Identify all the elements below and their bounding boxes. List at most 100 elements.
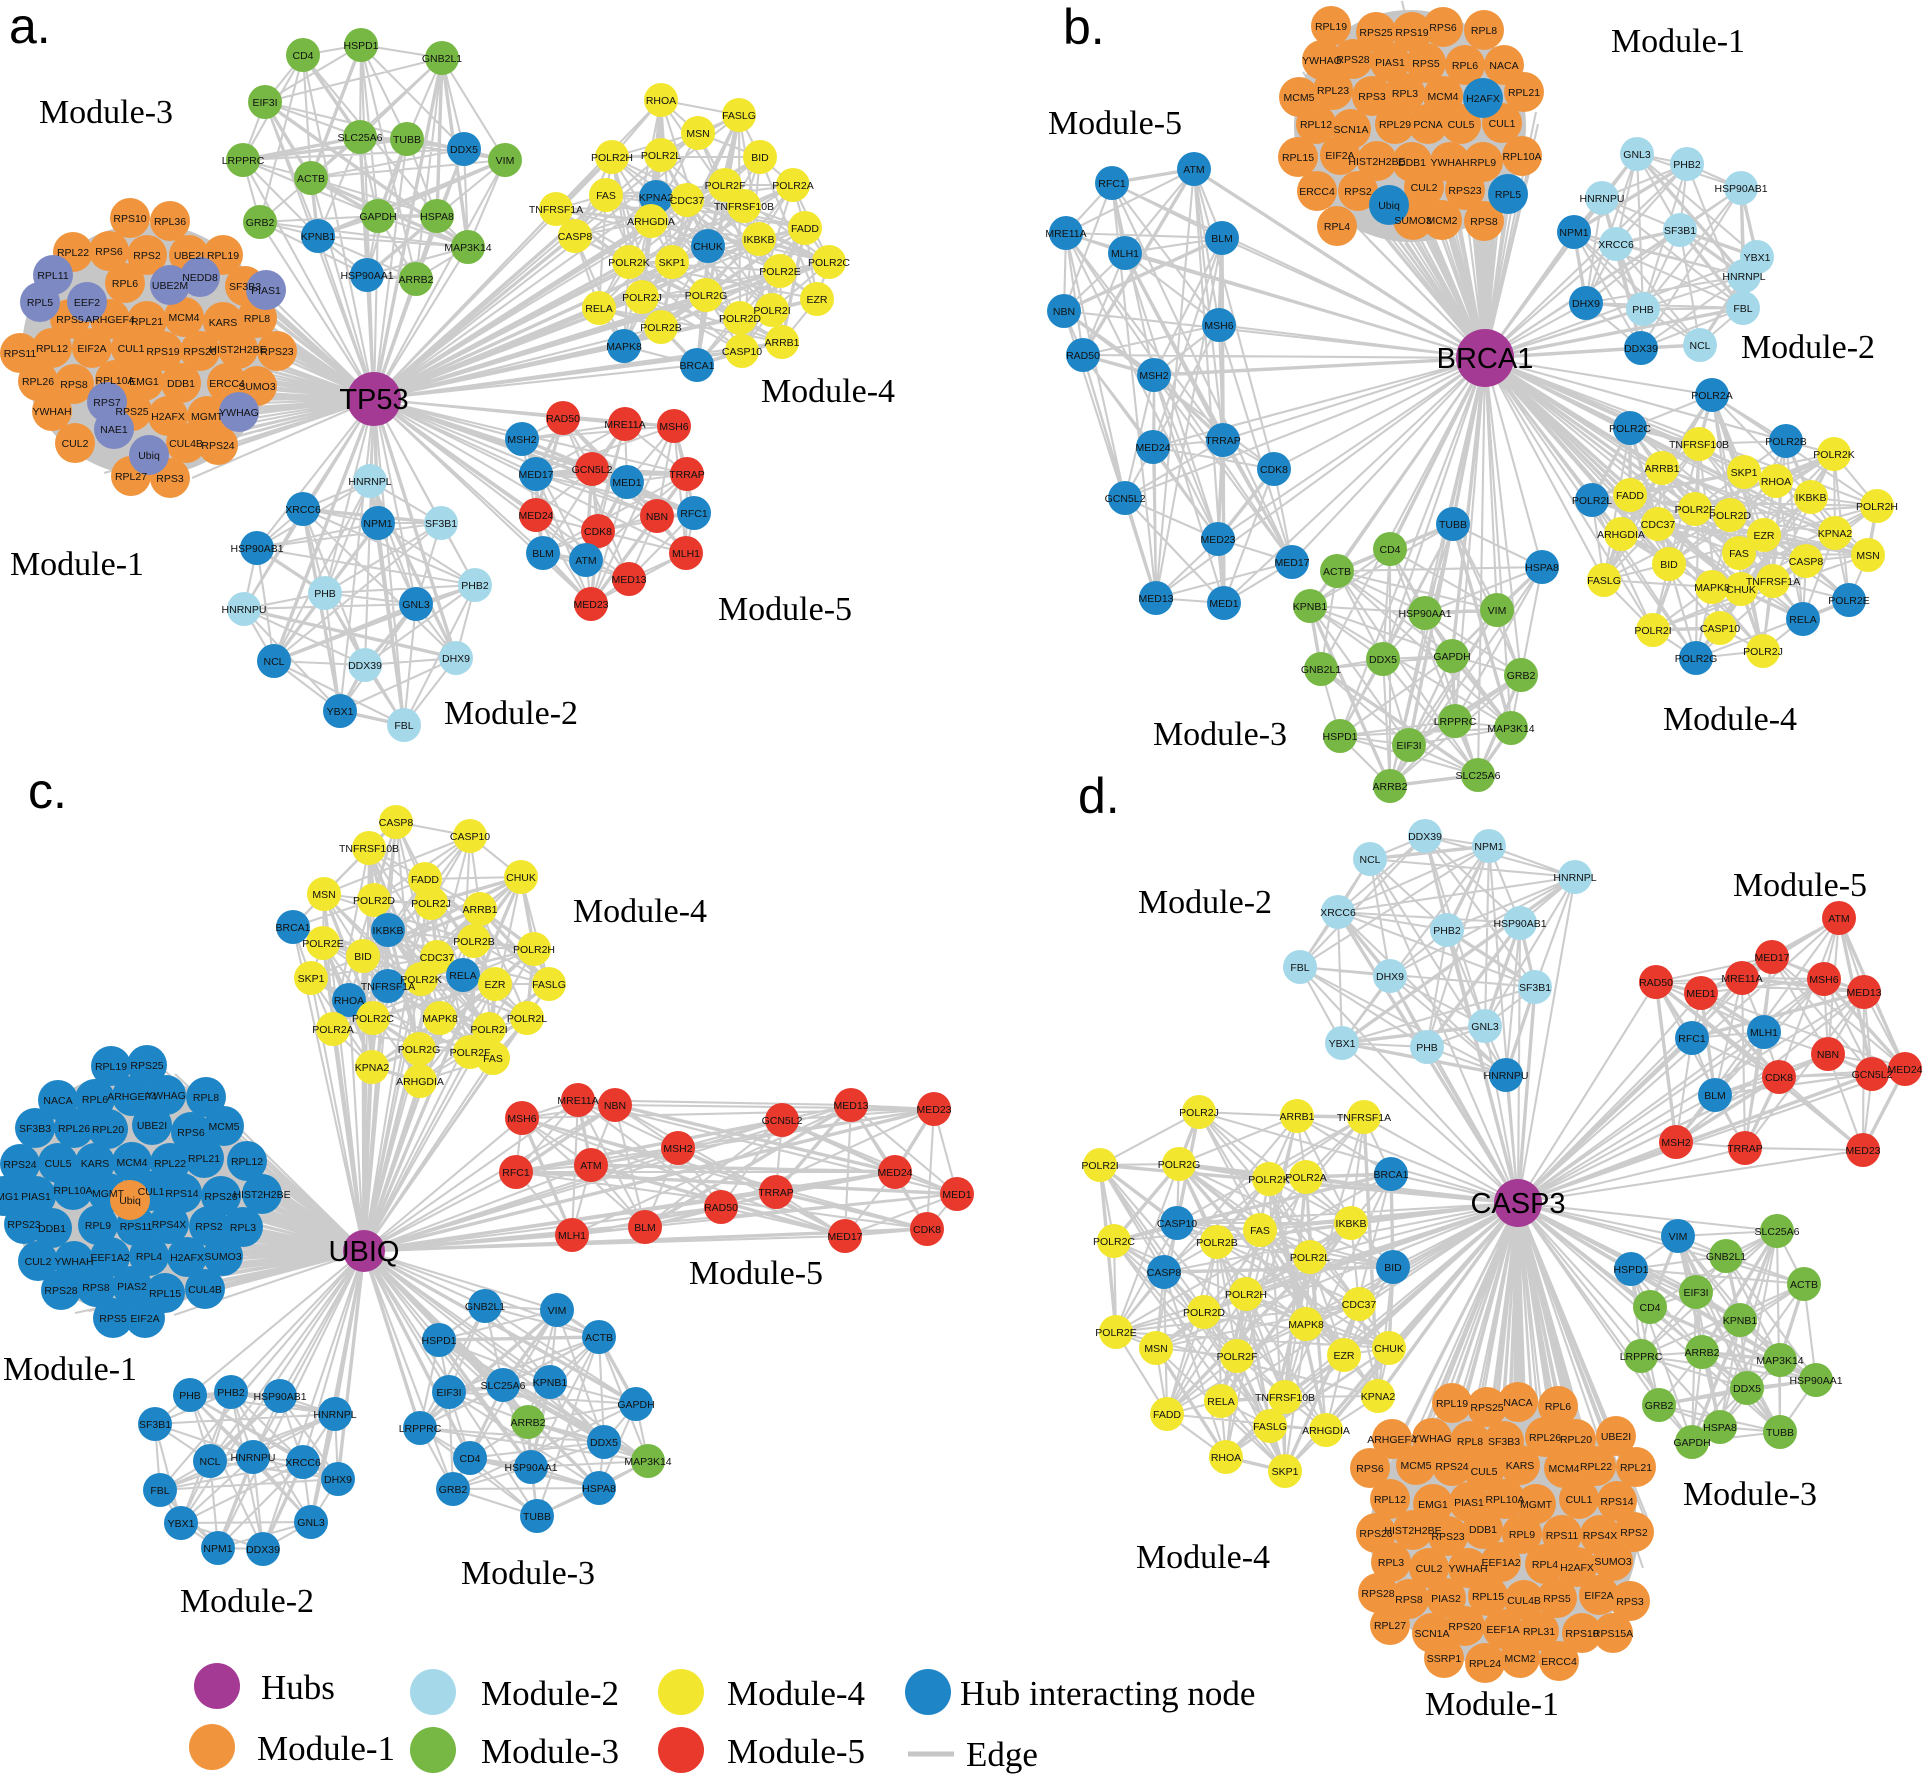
svg-text:MED23: MED23 bbox=[1200, 534, 1235, 546]
svg-text:CASP8: CASP8 bbox=[379, 817, 414, 829]
svg-text:HIST2H2BE: HIST2H2BE bbox=[233, 1189, 290, 1201]
svg-text:KPNA2: KPNA2 bbox=[355, 1062, 390, 1074]
svg-text:PHB: PHB bbox=[1632, 304, 1654, 316]
svg-text:MED1: MED1 bbox=[1686, 988, 1715, 1000]
svg-text:RAD50: RAD50 bbox=[1639, 977, 1673, 989]
svg-text:RPL22: RPL22 bbox=[154, 1158, 186, 1170]
svg-text:CASP3: CASP3 bbox=[1470, 1188, 1565, 1220]
svg-text:EMG1: EMG1 bbox=[1418, 1499, 1448, 1511]
svg-text:CDK8: CDK8 bbox=[1260, 464, 1288, 476]
svg-text:RPS24: RPS24 bbox=[1435, 1461, 1468, 1473]
svg-text:RPL26: RPL26 bbox=[58, 1123, 90, 1135]
svg-text:EZR: EZR bbox=[1334, 1350, 1355, 1362]
svg-text:ARHGEF4: ARHGEF4 bbox=[85, 314, 135, 326]
svg-text:HSP90AA1: HSP90AA1 bbox=[1398, 608, 1451, 620]
svg-text:MSH6: MSH6 bbox=[1204, 320, 1233, 332]
svg-text:RPS23: RPS23 bbox=[1431, 1531, 1464, 1543]
svg-text:RPS14: RPS14 bbox=[1600, 1496, 1633, 1508]
svg-text:RPS28: RPS28 bbox=[1336, 54, 1369, 66]
svg-text:NPM1: NPM1 bbox=[203, 1543, 232, 1555]
svg-text:HNRNPL: HNRNPL bbox=[348, 476, 391, 488]
svg-text:RPL8: RPL8 bbox=[244, 313, 270, 325]
svg-text:ARHGEF4: ARHGEF4 bbox=[107, 1091, 157, 1103]
svg-text:NPM1: NPM1 bbox=[1559, 227, 1588, 239]
svg-text:CUL1: CUL1 bbox=[1489, 118, 1516, 130]
svg-text:SLC25A6: SLC25A6 bbox=[1456, 770, 1501, 782]
svg-text:DDB1: DDB1 bbox=[1398, 157, 1426, 169]
svg-text:TUBB: TUBB bbox=[523, 1511, 551, 1523]
svg-text:RELA: RELA bbox=[1789, 614, 1816, 626]
svg-text:BLM: BLM bbox=[532, 548, 554, 560]
svg-text:TNFRSF10B: TNFRSF10B bbox=[1255, 1392, 1315, 1404]
svg-text:RPL21: RPL21 bbox=[1620, 1462, 1652, 1474]
svg-text:RPL31: RPL31 bbox=[1523, 1626, 1555, 1638]
svg-text:Module-1: Module-1 bbox=[3, 1351, 137, 1388]
svg-text:RPS6: RPS6 bbox=[95, 246, 123, 258]
svg-text:XRCC6: XRCC6 bbox=[285, 1457, 321, 1469]
svg-text:SF3B1: SF3B1 bbox=[1519, 982, 1551, 994]
svg-text:RPS10: RPS10 bbox=[113, 213, 146, 225]
svg-text:GCN5L2: GCN5L2 bbox=[1852, 1069, 1893, 1081]
svg-text:Module-5: Module-5 bbox=[1733, 867, 1867, 904]
svg-text:HSP90AB1: HSP90AB1 bbox=[1714, 183, 1767, 195]
svg-text:ARHGDIA: ARHGDIA bbox=[1597, 529, 1645, 541]
svg-text:ARRB2: ARRB2 bbox=[398, 274, 433, 286]
svg-text:IKBKB: IKBKB bbox=[744, 234, 775, 246]
svg-text:ERCC4: ERCC4 bbox=[1541, 1656, 1577, 1668]
svg-text:HIST2H2BE: HIST2H2BE bbox=[1348, 156, 1405, 168]
svg-text:EEF1A2: EEF1A2 bbox=[1481, 1557, 1520, 1569]
svg-text:POLR2F: POLR2F bbox=[450, 1047, 491, 1059]
svg-text:NAE1: NAE1 bbox=[100, 424, 128, 436]
svg-text:YBX1: YBX1 bbox=[327, 706, 354, 718]
svg-text:ARHGDIA: ARHGDIA bbox=[627, 216, 675, 228]
svg-text:POLR2D: POLR2D bbox=[719, 313, 761, 325]
svg-text:BLM: BLM bbox=[1704, 1090, 1726, 1102]
svg-text:BLM: BLM bbox=[1211, 233, 1233, 245]
svg-text:MED17: MED17 bbox=[518, 469, 553, 481]
svg-text:RPL4: RPL4 bbox=[1324, 221, 1350, 233]
svg-text:RHOA: RHOA bbox=[334, 995, 364, 1007]
svg-text:Edge: Edge bbox=[966, 1735, 1038, 1774]
svg-text:CD4: CD4 bbox=[1639, 1302, 1660, 1314]
svg-text:RPS20: RPS20 bbox=[1448, 1621, 1481, 1633]
svg-text:GCN5L2: GCN5L2 bbox=[762, 1115, 803, 1127]
svg-text:YWHAH: YWHAH bbox=[54, 1256, 93, 1268]
svg-text:HSPD1: HSPD1 bbox=[421, 1335, 456, 1347]
svg-text:RPL12: RPL12 bbox=[1300, 119, 1332, 131]
svg-text:MSH6: MSH6 bbox=[507, 1113, 536, 1125]
svg-text:MGMT: MGMT bbox=[1520, 1499, 1553, 1511]
svg-text:ARRB2: ARRB2 bbox=[510, 1417, 545, 1429]
svg-text:DDX5: DDX5 bbox=[450, 144, 478, 156]
svg-text:CUL4B: CUL4B bbox=[169, 438, 203, 450]
svg-text:GCN5L2: GCN5L2 bbox=[1105, 493, 1146, 505]
svg-text:IKBKB: IKBKB bbox=[1336, 1218, 1367, 1230]
svg-text:MSH2: MSH2 bbox=[1661, 1137, 1690, 1149]
svg-text:MAPK8: MAPK8 bbox=[606, 341, 642, 353]
svg-text:POLR2J: POLR2J bbox=[1743, 646, 1783, 658]
svg-text:RPL11: RPL11 bbox=[37, 270, 68, 282]
svg-text:HSPA8: HSPA8 bbox=[1525, 562, 1559, 574]
svg-text:BRCA1: BRCA1 bbox=[1437, 343, 1534, 375]
svg-text:PIAS1: PIAS1 bbox=[21, 1191, 51, 1203]
svg-text:HNRNPU: HNRNPU bbox=[222, 604, 267, 616]
svg-text:RPL8: RPL8 bbox=[1471, 25, 1497, 37]
svg-text:MGMT: MGMT bbox=[191, 411, 224, 423]
svg-text:CHUK: CHUK bbox=[693, 241, 723, 253]
svg-text:NPM1: NPM1 bbox=[363, 518, 392, 530]
svg-text:BID: BID bbox=[1660, 559, 1678, 571]
svg-text:VIM: VIM bbox=[1488, 605, 1507, 617]
svg-text:GNB2L1: GNB2L1 bbox=[465, 1301, 505, 1313]
svg-text:RPL6: RPL6 bbox=[112, 278, 138, 290]
svg-text:SUMO3: SUMO3 bbox=[1394, 215, 1432, 227]
svg-text:IKBKB: IKBKB bbox=[373, 925, 404, 937]
svg-text:MCM2: MCM2 bbox=[1505, 1653, 1536, 1665]
svg-text:RPL19: RPL19 bbox=[1436, 1398, 1468, 1410]
svg-text:NBN: NBN bbox=[604, 1100, 626, 1112]
svg-text:UBE2I: UBE2I bbox=[174, 250, 204, 262]
svg-text:NACA: NACA bbox=[43, 1095, 72, 1107]
svg-text:RPL19: RPL19 bbox=[1315, 21, 1347, 33]
svg-text:GNB2L1: GNB2L1 bbox=[422, 53, 462, 65]
svg-text:H2AFX: H2AFX bbox=[151, 411, 185, 423]
svg-text:POLR2A: POLR2A bbox=[1285, 1172, 1326, 1184]
svg-text:CASP10: CASP10 bbox=[1157, 1218, 1197, 1230]
